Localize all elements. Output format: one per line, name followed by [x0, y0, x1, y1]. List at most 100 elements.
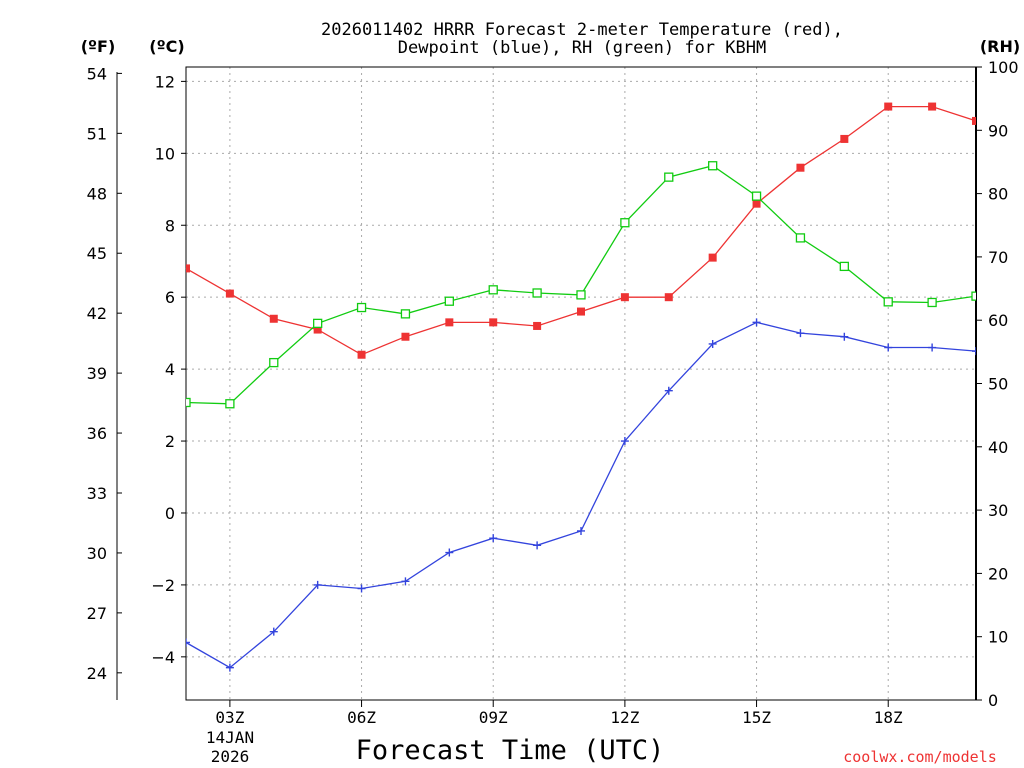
- series-layer: [185, 102, 977, 672]
- celsius-tick-label: −2: [151, 576, 175, 595]
- celsius-tick-label: 10: [155, 144, 175, 163]
- dewpoint-point: [445, 548, 454, 557]
- celsius-tick-label: 0: [165, 504, 175, 523]
- dewpoint-point: [225, 663, 234, 672]
- dewpoint-point: [357, 584, 366, 593]
- rh-tick-label: 10: [988, 628, 1008, 647]
- fahrenheit-unit-label: (ºF): [81, 37, 116, 56]
- temperature-point: [533, 321, 542, 330]
- fahrenheit-tick-label: 30: [87, 544, 107, 563]
- rh-tick-label: 0: [988, 691, 998, 710]
- fahrenheit-tick-label: 33: [87, 484, 107, 503]
- dewpoint-point: [489, 534, 498, 543]
- temperature-point: [884, 102, 893, 111]
- rh-series-line: [185, 164, 977, 405]
- rh-point: [620, 218, 630, 228]
- x-tick-label: 18Z: [874, 708, 903, 727]
- dewpoint-point: [972, 347, 976, 356]
- rh-point: [186, 397, 191, 408]
- date-day-label: 14JAN: [206, 728, 254, 747]
- x-tick-label: 12Z: [610, 708, 639, 727]
- x-tick-label: 06Z: [347, 708, 376, 727]
- rh-point: [971, 291, 976, 301]
- rh-tick-label: 80: [988, 185, 1008, 204]
- temperature-point: [401, 332, 410, 341]
- celsius-tick-label: 8: [165, 216, 175, 235]
- rh-point: [927, 297, 937, 308]
- dewpoint-point: [664, 386, 673, 395]
- celsius-tick-label: −4: [151, 648, 175, 667]
- celsius-tick-label: 4: [165, 360, 175, 379]
- fahrenheit-tick-label: 45: [87, 244, 107, 263]
- fahrenheit-tick-label: 42: [87, 304, 107, 323]
- celsius-tick-label: 2: [165, 432, 175, 451]
- date-year-label: 2026: [211, 747, 250, 766]
- fahrenheit-tick-label: 39: [87, 364, 107, 383]
- temperature-point: [972, 116, 976, 125]
- rh-tick-label: 30: [988, 501, 1008, 520]
- temperature-point: [489, 318, 498, 327]
- rh-point: [488, 285, 498, 295]
- fahrenheit-tick-label: 51: [87, 124, 107, 143]
- rh-point: [269, 357, 279, 368]
- rh-tick-label: 70: [988, 248, 1008, 267]
- dewpoint-point: [186, 638, 190, 647]
- rh-tick-label: 50: [988, 375, 1008, 394]
- temperature-point: [225, 289, 234, 298]
- rh-point: [400, 309, 411, 319]
- celsius-tick-label: 12: [155, 72, 175, 91]
- x-tick-label: 03Z: [215, 708, 244, 727]
- temperature-point: [752, 199, 761, 208]
- rh-point: [795, 233, 806, 243]
- rh-point: [532, 288, 542, 298]
- temperature-point: [796, 163, 805, 172]
- rh-point: [708, 161, 718, 171]
- dewpoint-point: [752, 318, 761, 327]
- temperature-point: [313, 325, 322, 334]
- rh-point: [313, 318, 323, 329]
- temperature-point: [620, 293, 629, 302]
- dewpoint-point: [620, 437, 629, 446]
- x-tick-label: 15Z: [742, 708, 771, 727]
- dewpoint-series-line: [185, 321, 977, 669]
- dewpoint-point: [708, 339, 717, 348]
- dewpoint-point: [796, 329, 805, 338]
- dewpoint-point: [269, 627, 278, 636]
- rh-point: [225, 399, 235, 409]
- temperature-series-line: [185, 105, 977, 356]
- rh-tick-label: 40: [988, 438, 1008, 457]
- gridlines: [186, 67, 976, 700]
- temperature-point: [928, 102, 937, 111]
- axes: −4−2024681012242730333639424548515401020…: [87, 58, 1019, 727]
- x-axis-title: Forecast Time (UTC): [356, 735, 665, 766]
- temperature-point: [708, 253, 717, 262]
- fahrenheit-tick-label: 36: [87, 424, 107, 443]
- rh-point: [839, 261, 849, 272]
- celsius-tick-label: 6: [165, 288, 175, 307]
- dewpoint-point: [928, 343, 937, 352]
- x-tick-label: 09Z: [479, 708, 508, 727]
- temperature-point: [445, 318, 454, 327]
- credit-label: coolwx.com/models: [843, 748, 997, 766]
- rh-point: [356, 302, 367, 313]
- rh-markers: [186, 161, 976, 409]
- temperature-point: [357, 350, 366, 359]
- temperature-point: [577, 307, 585, 316]
- temperature-point: [840, 134, 849, 143]
- dewpoint-point: [533, 541, 542, 550]
- dewpoint-point: [840, 332, 849, 341]
- rh-tick-label: 90: [988, 121, 1008, 140]
- fahrenheit-tick-label: 24: [87, 664, 107, 683]
- dewpoint-point: [401, 577, 410, 586]
- rh-point: [883, 297, 893, 307]
- rh-point: [444, 296, 454, 306]
- temperature-markers: [186, 102, 976, 359]
- rh-tick-label: 100: [988, 58, 1019, 77]
- chart-title-line2: Dewpoint (blue), RH (green) for KBHM: [398, 38, 766, 58]
- dewpoint-markers: [186, 318, 976, 672]
- fahrenheit-tick-label: 48: [87, 184, 107, 203]
- rh-tick-label: 60: [988, 311, 1008, 330]
- dewpoint-point: [313, 580, 322, 589]
- dewpoint-point: [577, 526, 585, 535]
